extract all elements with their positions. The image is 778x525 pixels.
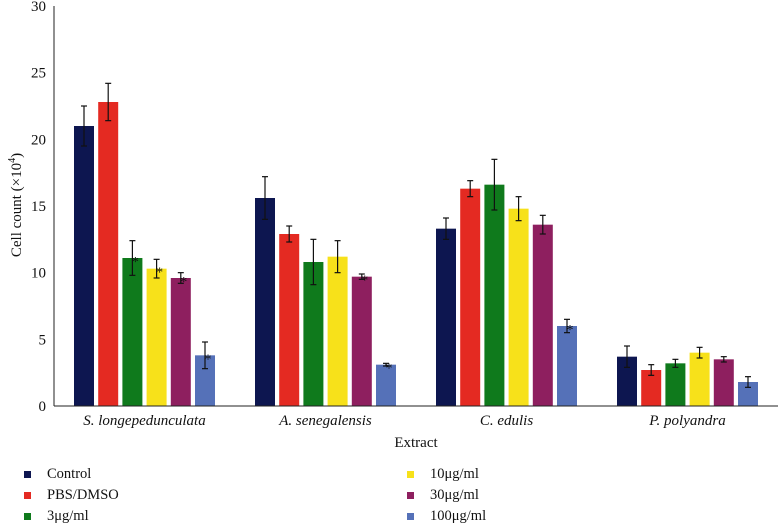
- significance-marker: *: [205, 352, 212, 367]
- bar: [98, 102, 119, 406]
- y-tick-label: 10: [31, 266, 46, 282]
- y-tick-label: 25: [31, 66, 46, 82]
- legend-label: Control: [47, 466, 92, 482]
- y-tick-label: 30: [31, 0, 46, 15]
- significance-marker: *: [567, 323, 574, 338]
- bar: [327, 256, 348, 406]
- bar: [665, 363, 686, 406]
- legend-item-30ug: 30μg/ml: [407, 487, 479, 504]
- legend-label: 3μg/ml: [47, 508, 89, 524]
- legend-item-3ug: 3μg/ml: [24, 508, 89, 525]
- y-tick-label: 5: [39, 332, 47, 348]
- significance-marker: *: [180, 275, 187, 290]
- bar: [170, 278, 191, 406]
- significance-marker: *: [361, 274, 368, 289]
- significance-marker: *: [132, 255, 139, 270]
- legend-label: 10μg/ml: [430, 466, 479, 482]
- y-tick-label: 15: [31, 199, 46, 215]
- bar: [122, 258, 143, 406]
- legend-swatch: [24, 471, 31, 478]
- legend-item-control: Control: [24, 466, 91, 483]
- bar: [641, 370, 662, 406]
- bar: [195, 355, 215, 406]
- bar: [532, 224, 553, 406]
- legend-label: 100μg/ml: [430, 508, 487, 524]
- legend-item-pbs-dmso: PBS/DMSO: [24, 487, 119, 504]
- x-tick-label: S. longepedunculata: [83, 413, 205, 429]
- bar: [279, 234, 300, 406]
- y-axis-title: Cell count (×104): [7, 153, 25, 257]
- x-tick-label: C. edulis: [480, 413, 533, 429]
- x-axis-title: Extract: [394, 435, 438, 451]
- y-tick-label: 0: [39, 399, 47, 415]
- significance-marker: *: [156, 266, 163, 281]
- bar: [436, 228, 456, 406]
- legend-swatch: [24, 492, 31, 499]
- bar: [713, 359, 734, 406]
- bar: [738, 382, 758, 406]
- bar: [146, 268, 167, 406]
- legend-item-10ug: 10μg/ml: [407, 466, 479, 483]
- legend-label: 30μg/ml: [430, 487, 479, 503]
- legend-swatch: [407, 492, 414, 499]
- x-tick-label: P. polyandra: [648, 413, 725, 429]
- legend-item-100ug: 100μg/ml: [407, 508, 486, 525]
- bar: [351, 276, 372, 406]
- bar: [484, 184, 505, 406]
- bar: [303, 262, 324, 406]
- x-tick-label: A. senegalensis: [278, 413, 372, 429]
- bar: [617, 356, 637, 406]
- legend-swatch: [24, 513, 31, 520]
- bar: [460, 188, 481, 406]
- bar: [376, 364, 396, 406]
- legend-swatch: [407, 471, 414, 478]
- legend-label: PBS/DMSO: [47, 487, 119, 503]
- bar: [74, 126, 94, 406]
- bar: [689, 352, 710, 406]
- bar: [557, 326, 577, 406]
- bar: [255, 198, 275, 406]
- bar: [508, 208, 529, 406]
- significance-marker: *: [386, 362, 393, 377]
- y-tick-label: 20: [31, 132, 46, 148]
- legend-swatch: [407, 513, 414, 520]
